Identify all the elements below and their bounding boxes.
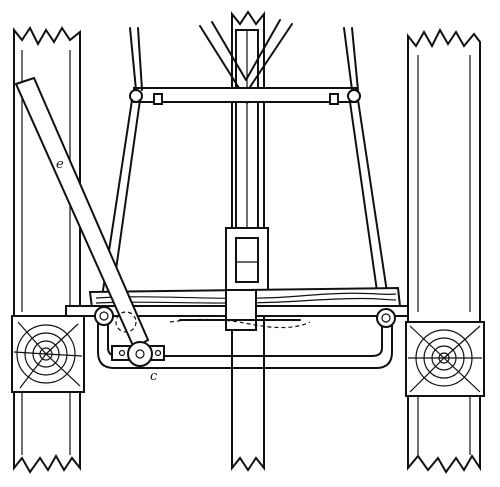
left-roller	[94, 306, 114, 326]
lever-label: e	[56, 157, 64, 172]
sill-bar	[65, 289, 409, 331]
top-crossbar	[129, 87, 361, 105]
lever: e	[14, 76, 150, 350]
stirrup	[97, 313, 393, 369]
right-beam-end	[405, 321, 485, 397]
right-post	[407, 27, 481, 474]
pivot-clamp: c	[111, 341, 165, 384]
guide-block	[225, 227, 269, 293]
right-roller	[376, 308, 396, 328]
right-hanger-rod	[343, 27, 391, 313]
left-beam-end	[11, 315, 85, 393]
pivot-label: c	[150, 369, 158, 384]
